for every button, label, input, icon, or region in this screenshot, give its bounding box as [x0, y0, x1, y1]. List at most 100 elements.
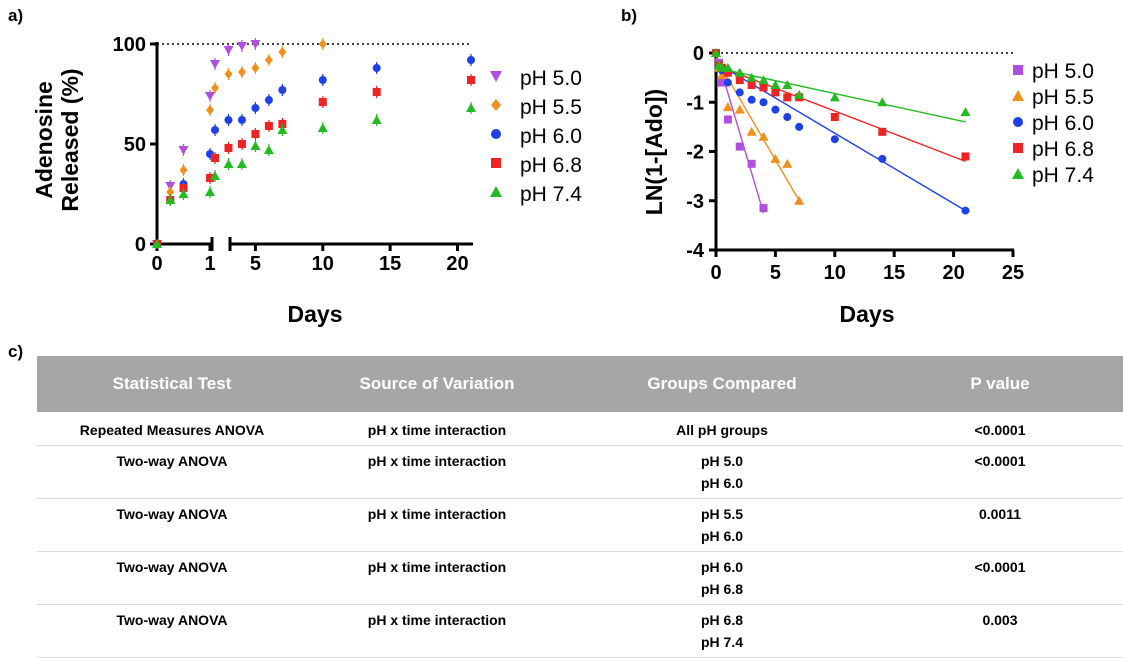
cell-p-value: <0.0001	[877, 412, 1123, 446]
data-point	[711, 48, 721, 57]
data-point	[771, 105, 780, 114]
data-point	[264, 96, 273, 104]
data-point	[782, 158, 793, 168]
data-point	[205, 187, 215, 196]
group-item: All pH groups	[676, 422, 768, 438]
data-point	[179, 165, 188, 175]
table-header-row: Statistical Test Source of Variation Gro…	[37, 356, 1123, 412]
table-row: Two-way ANOVA pH x time interaction pH 5…	[37, 498, 1123, 552]
data-point	[236, 159, 247, 168]
data-point	[746, 126, 757, 136]
cell-test: Two-way ANOVA	[37, 604, 307, 658]
data-point	[263, 145, 274, 154]
legend-marker	[1013, 117, 1023, 127]
x-tick-label: 20	[446, 253, 468, 275]
header-source-of-variation: Source of Variation	[307, 356, 567, 412]
panel-label-b: b)	[621, 6, 638, 25]
statistics-table: Statistical Test Source of Variation Gro…	[37, 356, 1123, 658]
header-groups-compared: Groups Compared	[567, 356, 877, 412]
chart-b-y-axis-label: LN(1-[Ado])	[641, 89, 667, 215]
data-point	[830, 135, 839, 144]
data-point	[318, 76, 327, 84]
cell-test: Two-way ANOVA	[37, 551, 307, 605]
cell-test: Two-way ANOVA	[37, 498, 307, 552]
x-tick-label: 0	[710, 262, 721, 284]
data-point	[318, 98, 327, 106]
data-point	[250, 40, 261, 49]
data-point	[878, 127, 887, 136]
data-point	[178, 189, 189, 198]
legend-marker	[491, 99, 501, 111]
data-point	[877, 97, 888, 107]
data-point	[722, 102, 733, 112]
data-point	[224, 144, 233, 152]
data-point	[735, 88, 744, 97]
cell-source: pH x time interaction	[307, 445, 567, 499]
data-point	[770, 80, 781, 90]
panel-label-a: a)	[8, 6, 24, 25]
legend-label: pH 6.0	[520, 125, 582, 148]
data-point	[830, 113, 839, 122]
data-point	[251, 130, 260, 138]
data-point	[794, 89, 805, 99]
y-axis-label-line: Adenosine	[31, 81, 57, 199]
cell-p-value: <0.0001	[877, 551, 1123, 605]
group-item: pH 6.8	[700, 581, 743, 597]
fit-line	[715, 62, 966, 212]
data-point	[758, 131, 769, 141]
chart-b-x-axis-label: Days	[840, 301, 895, 327]
data-point	[178, 146, 189, 155]
data-point	[878, 154, 887, 163]
data-point	[251, 104, 260, 112]
data-point	[734, 104, 745, 114]
data-point	[223, 159, 234, 168]
data-point	[759, 204, 768, 213]
group-item: pH 6.0	[700, 528, 743, 544]
y-tick-label: -1	[686, 92, 704, 114]
data-point	[211, 126, 219, 134]
data-point	[251, 63, 260, 73]
data-point	[372, 64, 381, 72]
y-tick-label: -2	[686, 142, 704, 164]
data-point	[223, 46, 234, 55]
legend-marker	[1013, 143, 1023, 153]
data-point	[795, 122, 804, 131]
table-row: Two-way ANOVA pH x time interaction pH 5…	[37, 445, 1123, 499]
x-tick-label: 1	[204, 253, 215, 275]
data-point	[372, 88, 381, 96]
data-point	[467, 76, 475, 84]
data-point	[723, 78, 732, 87]
data-point	[264, 55, 273, 65]
data-point	[771, 88, 780, 97]
table-row: Two-way ANOVA pH x time interaction pH 6…	[37, 604, 1123, 658]
cell-p-value: 0.0011	[877, 498, 1123, 552]
x-tick-label: 5	[770, 262, 781, 284]
data-point	[829, 92, 840, 102]
data-point	[782, 80, 793, 90]
x-tick-label: 25	[1002, 262, 1024, 284]
data-point	[735, 76, 744, 85]
y-tick-label: 50	[124, 134, 146, 156]
data-point	[746, 72, 757, 82]
y-tick-label: 100	[113, 34, 146, 56]
data-point	[264, 122, 273, 130]
data-point	[211, 154, 219, 162]
group-item: pH 7.4	[700, 634, 743, 650]
cell-groups: pH 5.5 pH 6.0	[567, 498, 877, 552]
data-point	[466, 103, 476, 112]
legend-marker	[491, 158, 501, 168]
data-point	[152, 239, 162, 248]
legend-label: pH 5.5	[520, 96, 582, 119]
y-tick-label: -3	[686, 191, 704, 213]
data-point	[237, 140, 246, 148]
x-tick-label: 20	[942, 262, 964, 284]
fit-line	[715, 64, 966, 163]
cell-groups: pH 6.0 pH 6.8	[567, 551, 877, 605]
data-point	[747, 81, 756, 90]
legend-marker	[1012, 90, 1024, 101]
fit-line	[715, 67, 966, 123]
data-point	[759, 83, 768, 92]
data-point	[783, 113, 792, 122]
data-point	[206, 174, 214, 182]
cell-p-value: <0.0001	[877, 445, 1123, 499]
